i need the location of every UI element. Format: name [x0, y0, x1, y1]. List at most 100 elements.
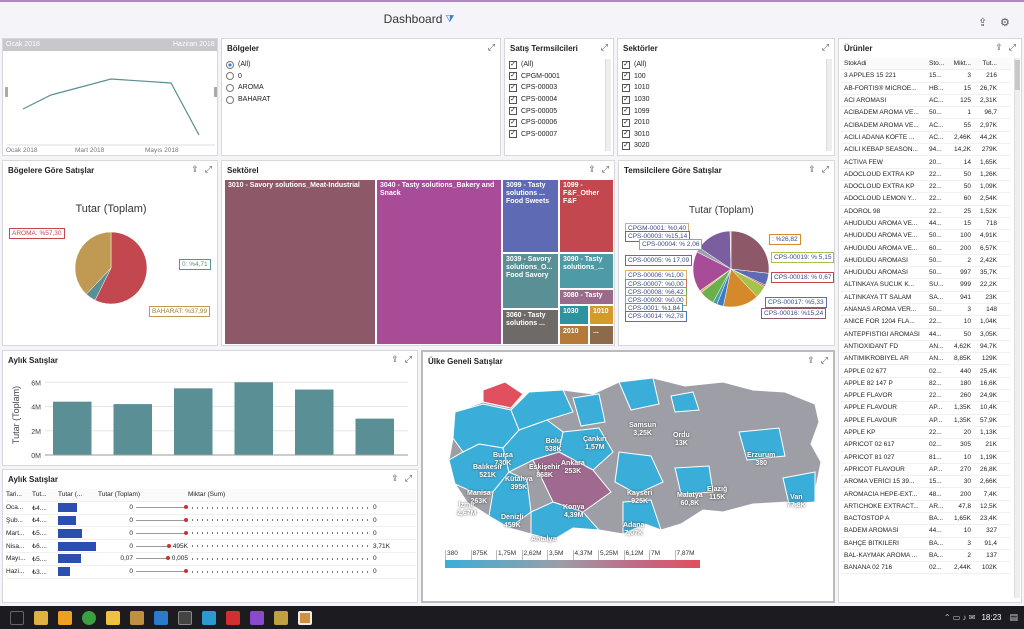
treemap-cell[interactable]: 1010 [589, 305, 614, 325]
export-icon[interactable]: ⇪ [391, 354, 399, 364]
treemap-cell[interactable]: 3090 - Tasty solutions_... [559, 253, 614, 289]
table-row[interactable]: ACI AROMASI AC... 125 2,31K [841, 95, 1011, 108]
table-row[interactable]: AHUDUDU AROMASI 50... 997 35,7K [841, 267, 1011, 280]
filter-icon[interactable]: ⧩ [445, 13, 455, 25]
bar[interactable] [295, 389, 334, 455]
list-item[interactable]: 0 [226, 71, 271, 83]
column-header[interactable]: Tutar (... [58, 491, 83, 499]
treemap-cell[interactable]: 3039 - Savory solutions_O... Food Savory [502, 253, 559, 309]
pie-slice[interactable] [730, 230, 770, 274]
export-icon[interactable]: ⇪ [391, 473, 399, 483]
list-item[interactable]: ✓ CPS-00007 [509, 129, 560, 141]
table-row[interactable]: ARTICHOKE EXTRACT... AR... 47,8 12,5K [841, 501, 1011, 513]
table-row[interactable]: AB-FORTIS® MICROE... HB... 15 26,7K [841, 83, 1011, 95]
list-item[interactable]: ✓ CPS-00004 [509, 94, 560, 106]
maximize-icon[interactable]: ⤢ [1008, 42, 1016, 52]
export-icon[interactable]: ⇪ [807, 355, 815, 365]
table-row[interactable]: APRICOT FLAVOUR AP... 270 26,8K [841, 464, 1011, 477]
treemap-cell[interactable]: 3099 - Tasty solutions ... Food Sweets [502, 179, 559, 253]
checkbox[interactable]: ✓ [509, 83, 517, 92]
treemap-cell[interactable]: 3080 - Tasty [559, 289, 614, 305]
maximize-icon[interactable]: ⤢ [487, 42, 495, 52]
checkbox[interactable]: ✓ [509, 107, 517, 116]
table-row[interactable]: ALTINKAYA TT SALAM SA... 941 23K [841, 292, 1011, 304]
export-icon[interactable]: ⇪ [191, 164, 199, 174]
notification-icon[interactable]: ▤ [1009, 612, 1018, 622]
checkbox[interactable]: ✓ [622, 141, 630, 150]
export-icon[interactable]: ⇪ [808, 164, 816, 174]
export-icon[interactable]: ⇪ [978, 17, 988, 29]
table-row[interactable]: ADOROL 98 22... 25 1,52K [841, 206, 1011, 218]
table-row[interactable]: APPLE FLAVOR 22... 260 24,9K [841, 390, 1011, 403]
checkbox[interactable]: ✓ [622, 72, 630, 81]
table-row[interactable]: APPLE FLAVOUR AP... 1,35K 10,4K [841, 402, 1011, 415]
range-filter-panel[interactable]: Ocak 2018 Haziran 2018 Ocak 2018 Mart 20… [2, 38, 218, 156]
column-header[interactable]: Tut... [32, 491, 47, 499]
table-row[interactable]: APRICOT 81 027 81... 10 1,19K [841, 452, 1011, 464]
table-row[interactable]: APPLE 82 147 P 82... 180 16,6K [841, 378, 1011, 391]
visual-studio-icon[interactable] [250, 610, 264, 625]
taskbar-app-icon[interactable] [202, 610, 216, 625]
maximize-icon[interactable]: ⤢ [820, 355, 828, 365]
list-item[interactable]: ✓ CPS-00005 [509, 105, 560, 117]
parameters-icon[interactable]: ⚙ [1000, 17, 1010, 29]
export-icon[interactable]: ⇪ [995, 42, 1003, 52]
table-row[interactable]: AHUDUDU AROMA VE... 50... 100 4,91K [841, 230, 1011, 243]
taskbar-app-icon[interactable] [58, 610, 72, 625]
taskbar-app-icon[interactable] [130, 610, 144, 625]
table-row[interactable]: ACILI ADANA KÖFTE ... AC... 2,46K 44,2K [841, 132, 1011, 145]
treemap-cell[interactable]: 3060 - Tasty solutions ... [502, 309, 559, 345]
checkbox[interactable]: ✓ [622, 60, 630, 69]
bar[interactable] [53, 401, 92, 455]
taskbar-app-icon[interactable] [226, 610, 240, 625]
export-icon[interactable]: ⇪ [588, 164, 596, 174]
table-row[interactable]: ANTIOXIDANT FD AN... 4,62K 94,7K [841, 341, 1011, 354]
tray-icons[interactable]: ⌃ ▭ ♪ ✉ [943, 613, 976, 622]
table-row[interactable]: AROMACIA HEPE-EXT... 48... 200 7,4K [841, 488, 1011, 501]
checkbox[interactable]: ✓ [622, 107, 630, 116]
column-header[interactable]: Tutar (Toplam) [98, 491, 141, 499]
table-row[interactable]: BAL-KAYMAK AROMA ... BA... 2 137 [841, 550, 1011, 563]
scrollbar[interactable] [826, 59, 832, 151]
table-row[interactable]: ACIBADEM AROMA VE... 50... 1 96,7 [841, 107, 1011, 120]
table-row[interactable]: AROMA VERİCİ 15 39... 15... 30 2,66K [841, 476, 1011, 489]
checkbox[interactable]: ✓ [509, 95, 517, 104]
table-row[interactable]: ADOCLOUD EXTRA KP 22... 50 1,26K [841, 169, 1011, 181]
table-row[interactable]: APPLE FLAVOUR AP... 1,35K 57,9K [841, 415, 1011, 427]
treemap-cell[interactable]: 1099 - F&F_Other F&F [559, 179, 614, 253]
radio-button[interactable] [226, 72, 234, 81]
taskbar-app-icon[interactable] [274, 610, 288, 625]
checkbox[interactable]: ✓ [622, 95, 630, 104]
pie-slice[interactable] [729, 230, 732, 270]
range-handle-right[interactable] [214, 87, 217, 97]
bar[interactable] [355, 418, 395, 455]
column-header[interactable]: StokAdi [844, 60, 867, 68]
maximize-icon[interactable]: ⤢ [404, 473, 412, 483]
table-row[interactable]: ACTIVA FEW 20... 14 1,65K [841, 156, 1011, 169]
taskbar-app-icon[interactable] [154, 610, 168, 625]
table-row[interactable]: APPLE 02 677 02... 440 25,4K [841, 365, 1011, 378]
maximize-icon[interactable]: ⤢ [821, 164, 829, 174]
terminal-icon[interactable] [178, 610, 192, 625]
list-item[interactable]: AROMA [226, 82, 271, 94]
list-item[interactable]: ✓ 1010 [622, 82, 650, 94]
table-row[interactable]: ANANAS AROMA VER... 50... 3 148 [841, 304, 1011, 317]
treemap-cell[interactable]: 2010 [559, 325, 589, 345]
table-row[interactable]: AHUDUDU AROMA VE... 44... 15 718 [841, 218, 1011, 231]
table-row[interactable]: ANICE FOR 1204 FLA... 22... 10 1,04K [841, 316, 1011, 329]
list-item[interactable]: ✓ CPGM-0001 [509, 71, 560, 83]
pie-slice[interactable] [94, 231, 148, 305]
list-item[interactable]: ✓ CPS-00006 [509, 117, 560, 129]
table-row[interactable]: ADOCLOUD EXTRA KP 22... 50 1,09K [841, 181, 1011, 194]
turkey-map[interactable] [423, 352, 835, 603]
table-row[interactable]: ANTİMİKROBİYEL AR AN... 8,85K 129K [841, 353, 1011, 366]
folder-icon[interactable] [106, 610, 120, 625]
list-item[interactable]: ✓ CPS-00003 [509, 82, 560, 94]
list-item[interactable]: ✓ 100 [622, 71, 650, 83]
list-item[interactable]: ✓ 1030 [622, 94, 650, 106]
checkbox[interactable]: ✓ [509, 118, 517, 127]
table-row[interactable]: Mayı... ₺5.... 0,07 0,005 0 [6, 553, 416, 566]
chrome-icon[interactable] [82, 610, 96, 625]
list-item[interactable]: ✓ 2010 [622, 117, 650, 129]
table-row[interactable]: ANTEPFISTIGI AROMASI 44... 50 3,05K [841, 329, 1011, 341]
